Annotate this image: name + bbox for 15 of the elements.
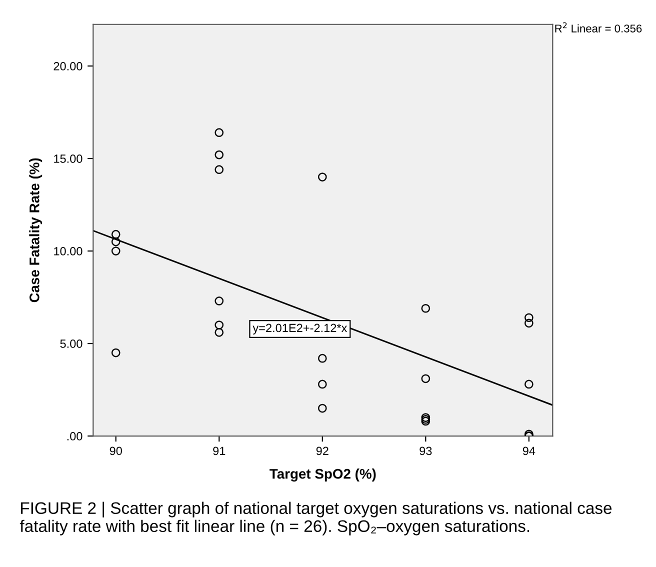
y-tick-label: 20.00	[54, 62, 82, 70]
y-tick-label: .00	[67, 432, 82, 440]
x-tick-label: 92	[316, 446, 328, 456]
x-tick-label: 93	[420, 446, 432, 456]
text: R$^{2}$ Linear = 0.356	[555, 22, 642, 32]
x-tick-label: 91	[213, 446, 226, 456]
caption: FIGURE 2 | Scatter graph of national target oxygen saturations vs. national case fatality rate with best fit linear line (n = 26). SpO₂–oxygen saturations.	[20, 502, 612, 536]
x-tick-label: 94	[522, 446, 536, 456]
annotation: y=2.01E2+-2.12*x	[252, 324, 348, 334]
x-axis-title: Target SpO2 (%)	[270, 468, 376, 482]
y-tick-label: 10.00	[54, 247, 82, 256]
y-tick-label: 5.00	[60, 340, 82, 348]
y-axis-title: Case Fatality Rate (%)	[29, 158, 42, 302]
x-tick-label: 90	[110, 446, 122, 456]
y-tick-label: 15.00	[54, 154, 82, 163]
